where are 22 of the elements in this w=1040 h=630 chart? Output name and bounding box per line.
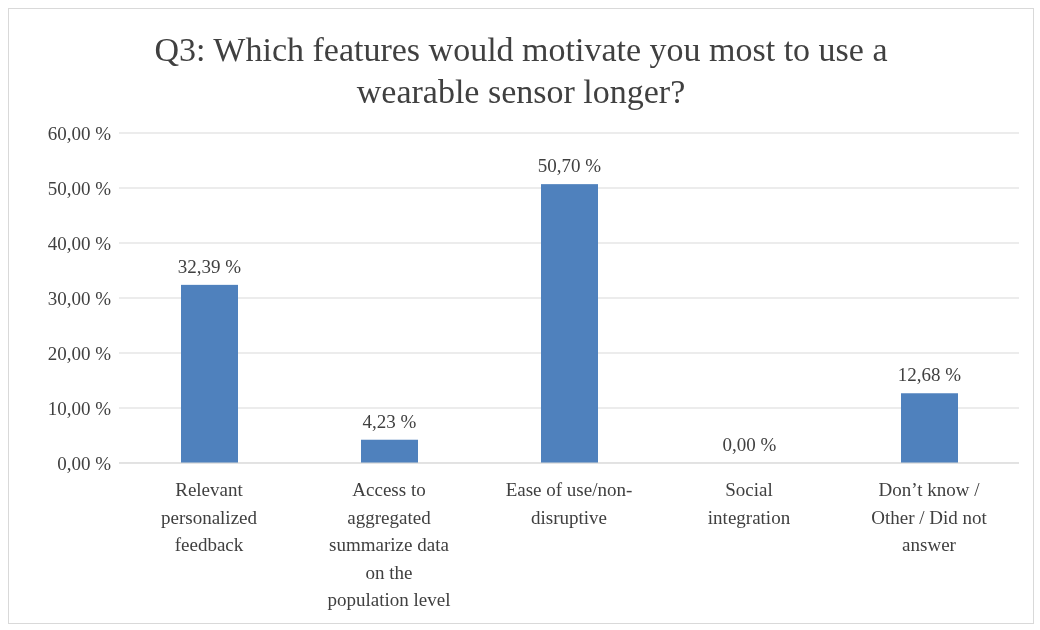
- data-label: 50,70 %: [537, 155, 602, 177]
- y-tick-label: 30,00 %: [47, 287, 112, 309]
- x-tick-label: Relevant personalized feedback: [160, 479, 258, 556]
- y-tick-label: 20,00 %: [47, 342, 112, 364]
- data-label: 12,68 %: [897, 364, 962, 386]
- x-tick-label: Access to aggregated summarize data on the population level: [327, 479, 451, 611]
- y-tick-label: 60,00 %: [47, 122, 112, 144]
- y-tick-label: 10,00 %: [47, 397, 112, 419]
- x-tick-label: Don’t know / Other / Did not answer: [871, 479, 988, 556]
- data-label: 32,39 %: [177, 255, 242, 277]
- bar: [541, 184, 598, 463]
- x-tick-label: Social integration: [707, 479, 791, 528]
- y-tick-label: 40,00 %: [47, 232, 112, 254]
- data-label: 4,23 %: [362, 410, 417, 432]
- bar: [361, 439, 418, 463]
- data-label: 0,00 %: [722, 434, 777, 455]
- y-tick-label: 50,00 %: [47, 177, 112, 199]
- y-tick-label: 0,00 %: [57, 452, 112, 474]
- bar: [181, 284, 238, 463]
- x-tick-label: Ease of use/non-disruptive: [505, 479, 633, 528]
- bar: [901, 393, 958, 463]
- chart-title: Q3: Which features would motivate you most to use a wearable sensor longer?: [153, 30, 889, 112]
